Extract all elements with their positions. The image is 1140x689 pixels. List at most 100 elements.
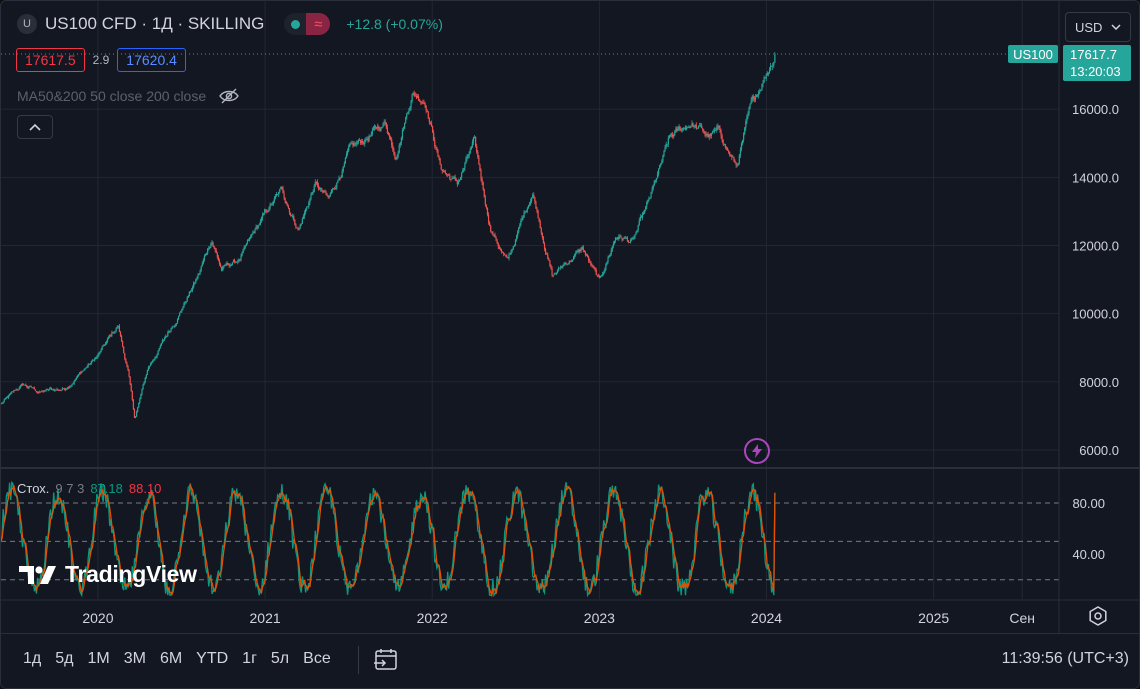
candle — [525, 210, 527, 213]
candle — [24, 384, 26, 386]
period-button[interactable]: 1г — [242, 650, 257, 667]
period-button[interactable]: 5л — [270, 650, 290, 667]
candle — [19, 384, 21, 389]
symbol-price-tag[interactable]: US100 — [1008, 45, 1058, 64]
candle — [391, 137, 393, 149]
candle — [413, 90, 415, 98]
candle — [329, 192, 331, 197]
candle — [83, 369, 85, 372]
candle — [623, 236, 625, 240]
candle — [288, 207, 291, 216]
candle — [380, 127, 382, 132]
candle — [304, 208, 307, 215]
candle — [699, 122, 702, 128]
ma-indicator-label[interactable]: MA50&200 50 close 200 close — [17, 88, 207, 104]
candle — [560, 265, 562, 270]
candle — [337, 179, 339, 184]
candle — [444, 169, 447, 175]
candle — [106, 337, 109, 344]
candle — [322, 190, 324, 194]
period-button[interactable]: 6М — [159, 650, 183, 667]
candle — [152, 359, 154, 364]
candle — [519, 223, 521, 229]
candle — [435, 145, 437, 150]
candle — [251, 233, 253, 239]
candle — [640, 215, 642, 219]
candle — [468, 151, 470, 159]
candle — [364, 138, 366, 147]
lightning-icon[interactable] — [744, 438, 770, 464]
candle — [532, 192, 534, 199]
candle — [729, 151, 731, 157]
candle — [280, 186, 282, 190]
candle — [676, 126, 678, 133]
symbol-logo[interactable]: U — [17, 14, 37, 34]
candle — [299, 223, 301, 230]
candle — [386, 124, 388, 135]
period-button[interactable]: 5д — [55, 650, 74, 667]
candle — [235, 261, 237, 264]
candle — [146, 369, 148, 376]
last-price-tag[interactable]: 17617.7 13:20:03 — [1063, 45, 1131, 82]
candle — [207, 248, 209, 256]
tradingview-logo[interactable]: TradingView — [19, 561, 197, 588]
candle — [537, 209, 539, 219]
chart-settings-button[interactable] — [1087, 605, 1109, 632]
candle — [311, 191, 313, 196]
candle — [97, 353, 99, 359]
stochastic-tick-label: 80.00 — [1072, 496, 1105, 511]
candle — [159, 344, 161, 349]
candle — [268, 206, 270, 212]
candle — [314, 179, 316, 188]
candle — [142, 383, 144, 390]
candle — [48, 387, 51, 391]
stochastic-legend[interactable]: Стох. 9 7 3 87.18 88.10 — [17, 481, 161, 496]
candle — [667, 135, 669, 148]
candle — [18, 386, 20, 390]
candle — [718, 125, 720, 130]
candle — [695, 122, 697, 130]
candle — [707, 131, 709, 138]
candle — [658, 168, 660, 177]
period-button[interactable]: 3М — [123, 650, 146, 667]
candle — [497, 242, 499, 250]
date-range-button[interactable] — [373, 648, 399, 677]
eye-crossed-icon[interactable] — [218, 88, 240, 104]
candle — [89, 362, 91, 366]
currency-select[interactable]: USD — [1065, 12, 1131, 42]
candle — [324, 189, 326, 193]
candle — [30, 385, 32, 388]
sell-price-button[interactable]: 17617.5 — [16, 48, 85, 72]
timezone-clock[interactable]: 11:39:56 (UTC+3) — [1001, 650, 1129, 667]
market-status-pill[interactable]: ≈ — [284, 13, 331, 35]
candle — [569, 260, 571, 263]
candle — [99, 351, 101, 355]
candle — [168, 329, 170, 334]
candle — [414, 92, 416, 97]
buy-price-button[interactable]: 17620.4 — [117, 48, 186, 72]
period-button[interactable]: 1М — [87, 650, 110, 667]
candle — [494, 232, 496, 238]
candle — [450, 179, 452, 182]
candle — [199, 269, 201, 276]
candle — [715, 127, 717, 131]
candle — [326, 192, 328, 197]
candle — [628, 241, 631, 243]
candle — [755, 94, 758, 98]
candle — [167, 330, 169, 337]
price-axis-bg[interactable] — [1059, 1, 1140, 633]
candle — [38, 391, 40, 394]
candle — [309, 197, 311, 206]
candle — [44, 390, 46, 392]
symbol-title[interactable]: US100 CFD · 1Д · SKILLING — [45, 14, 265, 33]
period-button[interactable]: 1д — [23, 650, 42, 667]
candle — [402, 126, 405, 132]
period-button[interactable]: Все — [303, 650, 331, 667]
candle — [750, 97, 752, 105]
candle — [734, 159, 736, 164]
candle — [769, 62, 772, 71]
collapse-legend-button[interactable] — [17, 115, 53, 139]
candle — [6, 395, 9, 398]
period-button[interactable]: YTD — [196, 650, 229, 667]
